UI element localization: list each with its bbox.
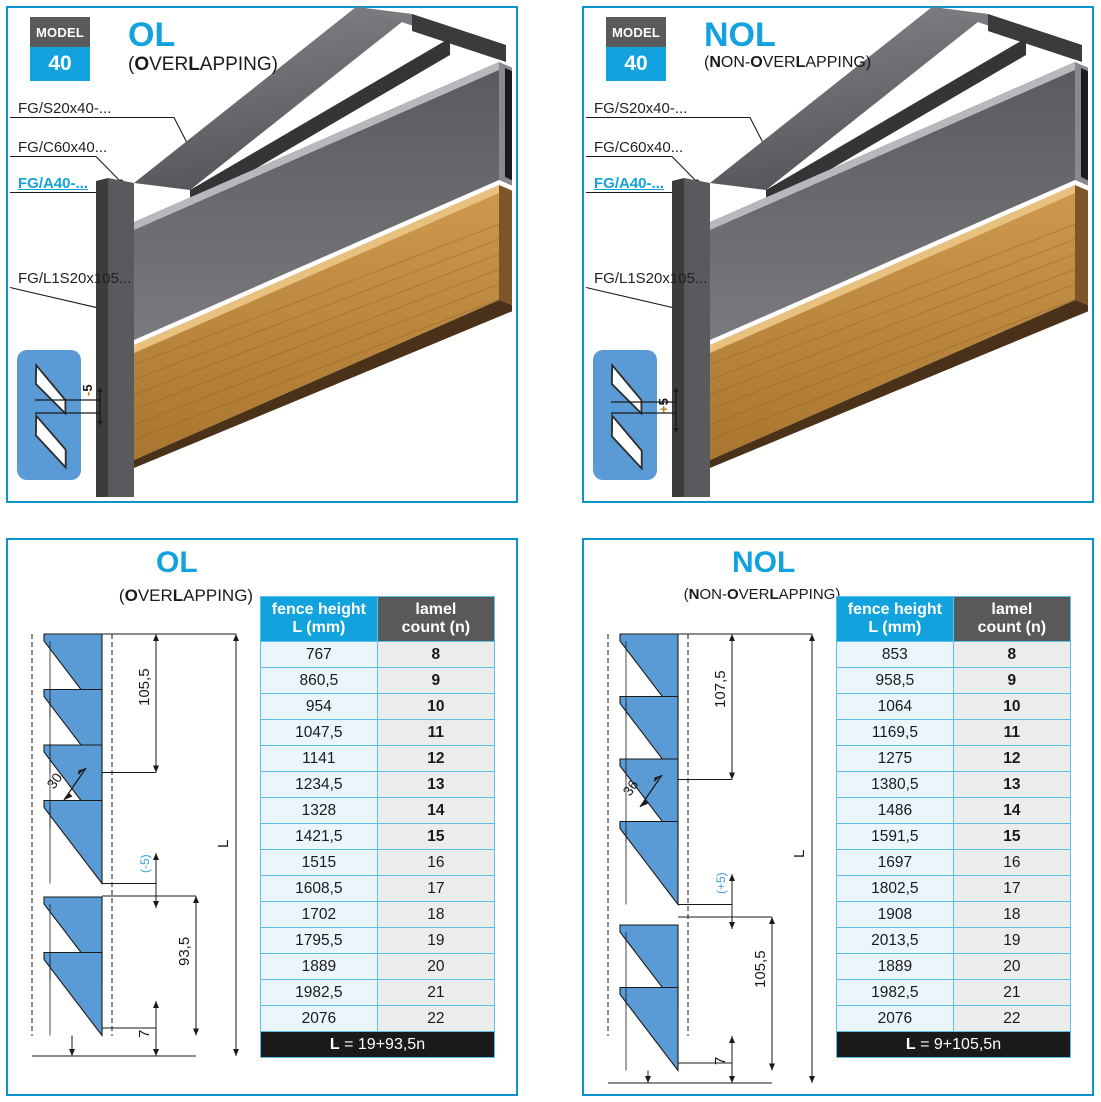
svg-text:(-5): (-5) <box>138 854 152 873</box>
svg-text:105,5: 105,5 <box>752 950 769 988</box>
svg-text:107,5: 107,5 <box>712 670 729 708</box>
svg-text:7: 7 <box>136 1030 153 1038</box>
svg-text:105,5: 105,5 <box>136 668 153 706</box>
svg-text:7: 7 <box>712 1057 729 1065</box>
svg-text:-5: -5 <box>80 384 95 396</box>
svg-text:L: L <box>215 840 232 848</box>
svg-text:(+5): (+5) <box>714 872 728 894</box>
svg-text:+5: +5 <box>656 398 671 413</box>
svg-text:L: L <box>791 850 808 858</box>
svg-text:93,5: 93,5 <box>176 937 193 966</box>
